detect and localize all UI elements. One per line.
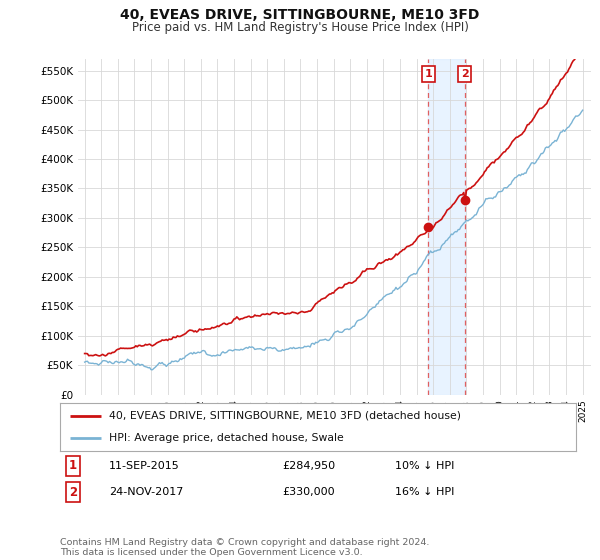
- Text: Price paid vs. HM Land Registry's House Price Index (HPI): Price paid vs. HM Land Registry's House …: [131, 21, 469, 34]
- Text: HPI: Average price, detached house, Swale: HPI: Average price, detached house, Swal…: [109, 433, 344, 444]
- Text: 2: 2: [461, 69, 469, 79]
- Text: 2: 2: [69, 486, 77, 499]
- Text: 11-SEP-2015: 11-SEP-2015: [109, 461, 180, 471]
- Text: 16% ↓ HPI: 16% ↓ HPI: [395, 487, 455, 497]
- Bar: [428, 59, 465, 395]
- Text: 10% ↓ HPI: 10% ↓ HPI: [395, 461, 455, 471]
- Text: £284,950: £284,950: [282, 461, 335, 471]
- Text: 40, EVEAS DRIVE, SITTINGBOURNE, ME10 3FD: 40, EVEAS DRIVE, SITTINGBOURNE, ME10 3FD: [121, 8, 479, 22]
- Text: 24-NOV-2017: 24-NOV-2017: [109, 487, 184, 497]
- Text: £330,000: £330,000: [282, 487, 335, 497]
- Text: 40, EVEAS DRIVE, SITTINGBOURNE, ME10 3FD (detached house): 40, EVEAS DRIVE, SITTINGBOURNE, ME10 3FD…: [109, 410, 461, 421]
- Text: 1: 1: [424, 69, 432, 79]
- Text: 1: 1: [69, 459, 77, 473]
- Text: Contains HM Land Registry data © Crown copyright and database right 2024.
This d: Contains HM Land Registry data © Crown c…: [60, 538, 430, 557]
